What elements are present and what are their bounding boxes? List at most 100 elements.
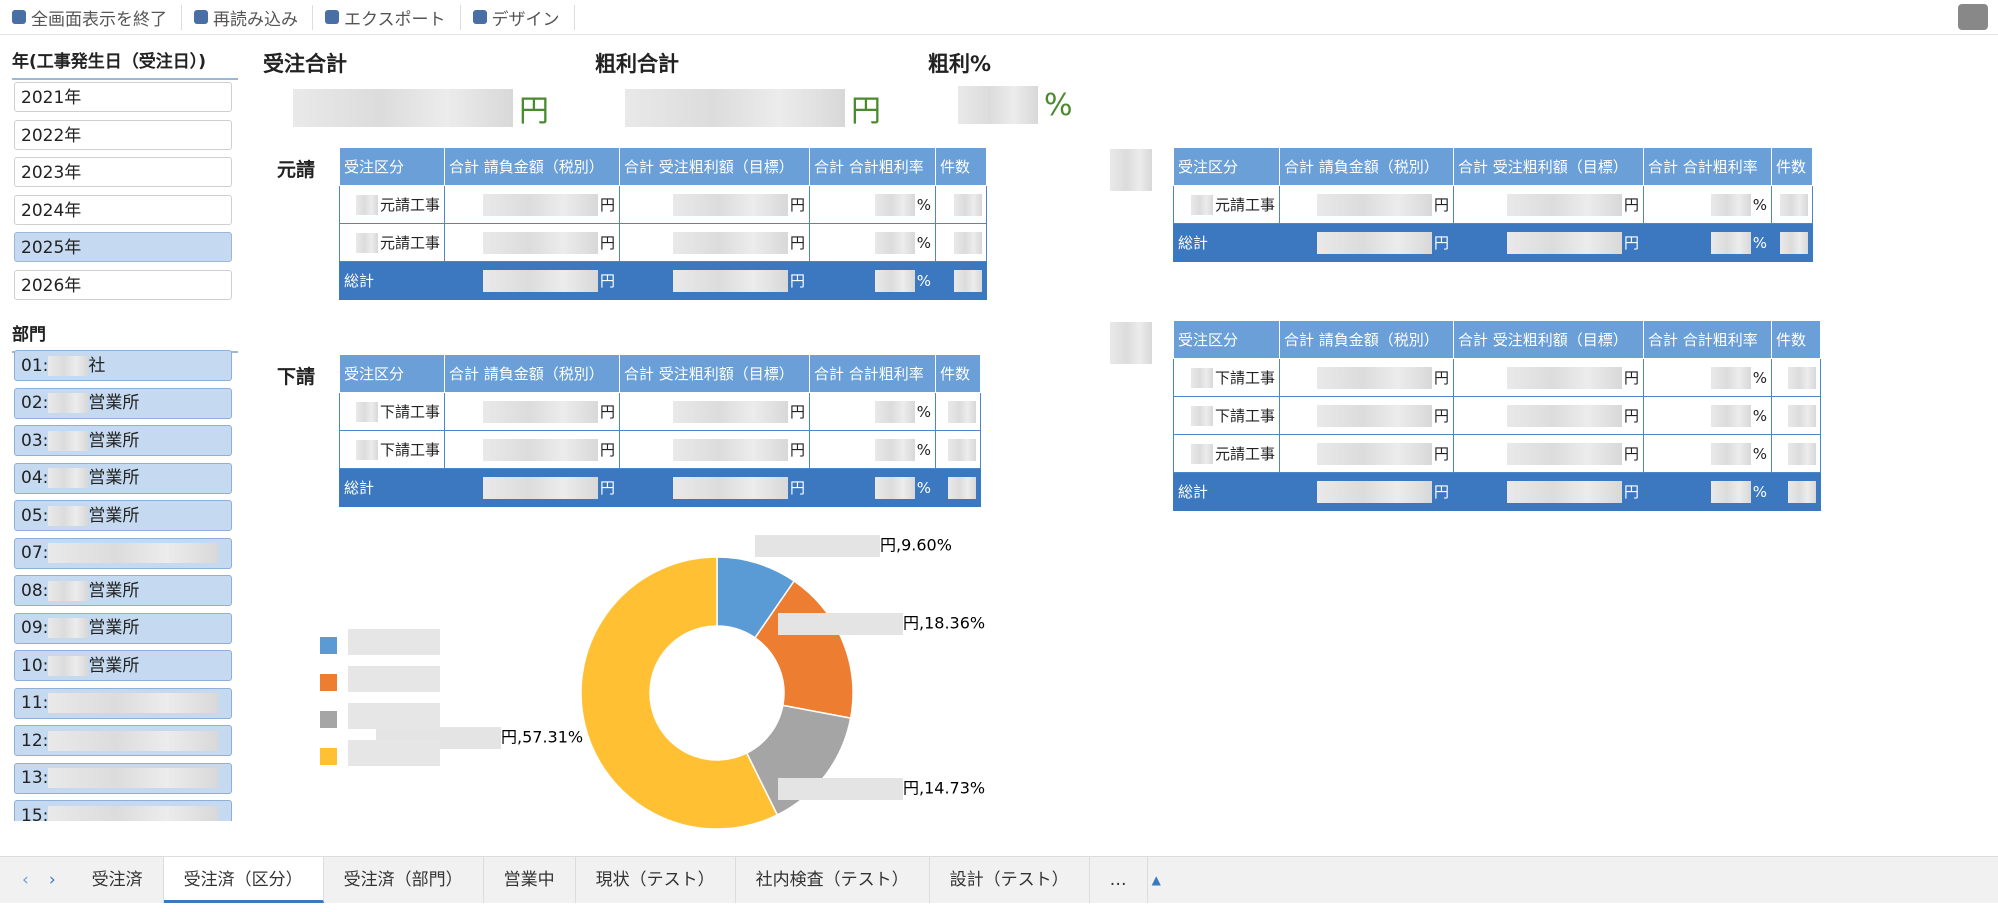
redacted (1506, 366, 1622, 389)
prev-button[interactable]: ‹ (22, 870, 29, 890)
redacted (1506, 442, 1622, 465)
header-row: 受注区分 合計 請負金額（税別） 合計 受注粗利額（目標） 合計 合計粗利率 件数 (339, 354, 981, 393)
year-option[interactable]: 2022年 (14, 119, 232, 150)
sheet-tab[interactable]: 社内検査（テスト） (736, 857, 930, 903)
count-cell (935, 185, 987, 224)
value-cell: % (1643, 434, 1772, 473)
row-label-text: 元請工事 (1214, 196, 1275, 214)
redacted (1780, 231, 1808, 254)
redacted (1316, 193, 1432, 216)
dept-option[interactable]: 11: (14, 687, 232, 719)
cell (1776, 442, 1816, 465)
unit: 円 (1433, 407, 1449, 425)
value-cell: 円 (619, 392, 810, 431)
header-cell: 合計 受注粗利額（目標） (1453, 320, 1644, 359)
cell: 下請工事 (1178, 367, 1275, 388)
header-cell: 受注区分 (1173, 320, 1280, 359)
unit: 円 (1433, 234, 1449, 252)
value-cell: 円 (1279, 472, 1454, 511)
donut-chart: 円,9.60% 円,18.36% 円,14.73% 円,57.31% (320, 535, 985, 830)
year-option[interactable]: 2024年 (14, 194, 232, 225)
redacted (1316, 404, 1432, 427)
unit: 円 (1433, 483, 1449, 501)
sheet-tab[interactable]: 受注済 (72, 857, 164, 903)
kpi-value: 円 (293, 86, 549, 130)
header-row: 受注区分 合計 請負金額（税別） 合計 受注粗利額（目標） 合計 合計粗利率 件数 (1173, 147, 1813, 186)
unit: 円 (599, 441, 615, 459)
redacted (1190, 405, 1213, 426)
header-cell: 合計 合計粗利率 (809, 354, 936, 393)
redacted (48, 655, 89, 676)
header-cell: 合計 受注粗利額（目標） (1453, 147, 1644, 186)
year-option[interactable]: 2026年 (14, 269, 232, 300)
redacted (874, 269, 915, 292)
redacted (48, 768, 219, 788)
row-label: 総計 (339, 468, 445, 507)
redacted (1190, 443, 1213, 464)
total-row: 総計 円 円% (339, 468, 981, 507)
row-label: 元請工事 (339, 185, 445, 224)
dept-option[interactable]: 05: 営業所 (14, 500, 232, 531)
cell (940, 193, 982, 216)
comment-button[interactable] (1958, 4, 1988, 30)
sheet-tab[interactable]: … (1090, 857, 1148, 903)
data-table: 受注区分 合計 請負金額（税別） 合計 受注粗利額（目標） 合計 合計粗利率 件数 下請工… (1173, 320, 1821, 511)
toolbar-label: デザイン (491, 9, 560, 30)
redacted (48, 543, 219, 563)
data-table: 受注区分 合計 請負金額（税別） 合計 受注粗利額（目標） 合計 合計粗利率 件数 下請工… (339, 354, 981, 507)
data-label: 円,18.36% (903, 614, 985, 633)
sheet-tab[interactable]: 設計（テスト） (930, 857, 1090, 903)
toolbar-button[interactable]: 再読み込み (182, 4, 313, 30)
dept-option[interactable]: 13: (14, 762, 232, 794)
next-button[interactable]: › (48, 870, 56, 890)
dept-option[interactable]: 07: (14, 537, 232, 569)
header-cell: 合計 請負金額（税別） (444, 354, 620, 393)
unit: 円 (789, 234, 805, 252)
dept-option[interactable]: 12: (14, 725, 232, 756)
header-cell: 受注区分 (1173, 147, 1280, 186)
row-label: 下請工事 (1173, 358, 1280, 397)
dept-option[interactable]: 08: 営業所 (14, 575, 232, 606)
dept-code: 02: (21, 393, 49, 413)
data-table: 受注区分 合計 請負金額（税別） 合計 受注粗利額（目標） 合計 合計粗利率 件数 元請工… (339, 147, 987, 300)
value-cell: % (809, 430, 936, 469)
year-option[interactable]: 2021年 (14, 82, 232, 112)
cell: 円 (449, 400, 615, 423)
toolbar-button[interactable]: エクスポート (313, 4, 461, 30)
year-option[interactable]: 2023年 (14, 157, 232, 187)
redacted (1710, 404, 1751, 427)
cell: 下請工事 (1178, 405, 1275, 426)
sheet-tab[interactable]: 営業中 (484, 857, 576, 903)
sheet-tab[interactable]: 受注済（区分） (163, 857, 324, 903)
cell: % (814, 269, 931, 292)
section-label (1110, 322, 1152, 368)
dept-code: 08: (21, 580, 49, 601)
legend-swatch (320, 748, 337, 765)
dept-option[interactable]: 01: 社 (14, 350, 232, 381)
header-cell: 合計 請負金額（税別） (1279, 320, 1454, 359)
sheet-tab[interactable]: 現状（テスト） (576, 857, 736, 903)
value-cell: 円 (444, 261, 620, 300)
data-label: 円,14.73% (903, 779, 985, 798)
unit: % (1752, 482, 1767, 501)
year-option[interactable]: 2025年 (14, 232, 232, 262)
dept-option[interactable]: 09: 営業所 (14, 612, 232, 644)
icon (12, 10, 26, 24)
dept-option[interactable]: 04: 営業所 (14, 462, 232, 494)
sheet-tab[interactable]: 受注済（部門） (324, 857, 484, 903)
dept-option[interactable]: 03: 営業所 (14, 425, 232, 456)
unit: 円 (1433, 196, 1449, 214)
dept-option[interactable]: 15: (14, 800, 232, 821)
tab-menu[interactable]: ▲ (1151, 873, 1161, 887)
toolbar-label: 全画面表示を終了 (31, 9, 167, 30)
dept-option[interactable]: 02: 営業所 (14, 387, 232, 419)
row-label-text: 総計 (1178, 483, 1209, 501)
toolbar-button[interactable]: デザイン (461, 4, 575, 30)
dept-option[interactable]: 10: 営業所 (14, 650, 232, 681)
redacted (1788, 366, 1816, 389)
cell: % (1648, 231, 1767, 254)
value-cell: 円 (619, 468, 810, 507)
toolbar-button[interactable]: 全画面表示を終了 (0, 4, 182, 30)
header-cell: 合計 請負金額（税別） (444, 147, 620, 186)
row-label: 元請工事 (339, 223, 445, 262)
